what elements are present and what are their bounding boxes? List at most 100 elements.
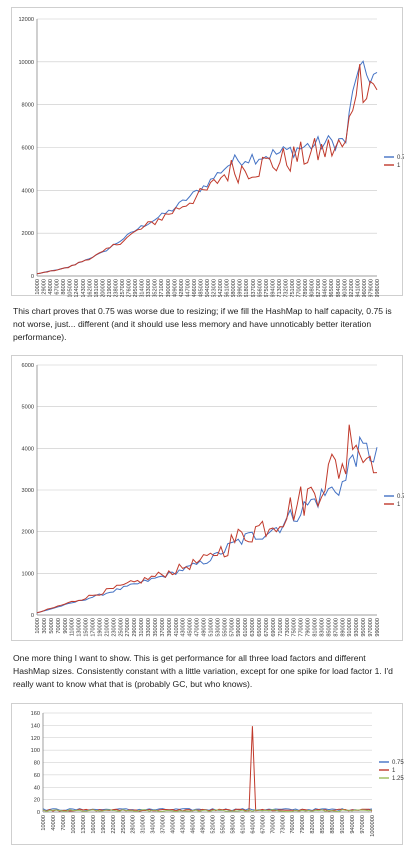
x-tick-label: 230000 bbox=[111, 618, 117, 637]
x-tick-label: 290000 bbox=[132, 618, 138, 637]
x-tick-label: 490000 bbox=[201, 815, 207, 834]
x-tick-label: 884000 bbox=[336, 279, 342, 297]
x-tick-label: 160000 bbox=[91, 815, 97, 834]
x-tick-label: 190000 bbox=[97, 618, 103, 637]
x-tick-label: 940000 bbox=[350, 815, 356, 834]
y-tick-label: 3000 bbox=[22, 488, 34, 494]
x-tick-label: 105000 bbox=[68, 279, 74, 297]
x-tick-label: 330000 bbox=[146, 618, 152, 637]
x-tick-label: 910000 bbox=[340, 815, 346, 834]
y-tick-label: 2000 bbox=[22, 231, 34, 237]
x-tick-label: 820000 bbox=[310, 815, 316, 834]
x-tick-label: 950000 bbox=[361, 618, 367, 637]
y-tick-label: 8000 bbox=[22, 103, 34, 109]
x-tick-label: 10000 bbox=[41, 815, 47, 831]
legend-label: 0.75 bbox=[392, 760, 404, 766]
x-tick-label: 130000 bbox=[81, 815, 87, 834]
x-tick-label: 880000 bbox=[330, 815, 336, 834]
legend-label: 0.75 bbox=[397, 155, 404, 161]
x-tick-label: 830000 bbox=[319, 618, 325, 637]
x-tick-label: 960000 bbox=[362, 279, 368, 297]
x-tick-label: 310000 bbox=[139, 618, 145, 637]
x-tick-label: 447000 bbox=[185, 279, 191, 297]
x-tick-label: 276000 bbox=[127, 279, 133, 297]
x-tick-label: 580000 bbox=[231, 279, 237, 297]
chart-3-svg: 0 20 40 60 80 100 120 140 160 10000 40000 70000 1000… bbox=[31, 711, 404, 837]
x-tick-label: 50000 bbox=[49, 618, 55, 634]
x-tick-label: 390000 bbox=[166, 279, 172, 297]
x-tick-label: 789000 bbox=[303, 279, 309, 297]
x-tick-label: 890000 bbox=[340, 618, 346, 637]
y-tick-label: 0 bbox=[31, 274, 34, 280]
x-tick-label: 846000 bbox=[323, 279, 329, 297]
x-tick-label: 790000 bbox=[306, 618, 312, 637]
x-tick-label: 10000 bbox=[35, 618, 41, 634]
x-tick-label: 770000 bbox=[299, 618, 305, 637]
x-tick-label: 998000 bbox=[375, 279, 381, 297]
x-tick-label: 941000 bbox=[355, 279, 361, 297]
x-tick-label: 670000 bbox=[260, 815, 266, 834]
y-tick-label: 12000 bbox=[18, 17, 34, 23]
series-line-1 bbox=[42, 726, 373, 812]
x-tick-label: 670000 bbox=[264, 618, 270, 637]
x-tick-label: 428000 bbox=[179, 279, 185, 297]
y-tick-label: 60 bbox=[34, 773, 40, 779]
legend-label: 1 bbox=[397, 163, 401, 169]
x-tick-label: 485000 bbox=[198, 279, 204, 297]
x-tick-label: 110000 bbox=[70, 618, 76, 636]
x-tick-label: 590000 bbox=[236, 618, 242, 637]
x-tick-label: 466000 bbox=[192, 279, 198, 297]
legend-label: 1 bbox=[397, 502, 401, 508]
x-tick-label: 730000 bbox=[285, 618, 291, 637]
x-tick-label: 370000 bbox=[161, 815, 167, 834]
x-tick-label: 808000 bbox=[310, 279, 316, 297]
x-tick-label: 760000 bbox=[290, 815, 296, 834]
x-tick-label: 340000 bbox=[151, 815, 157, 834]
x-tick-label: 618000 bbox=[244, 279, 250, 297]
x-tick-label: 656000 bbox=[257, 279, 263, 297]
x-tick-label: 504000 bbox=[205, 279, 211, 297]
x-tick-label: 710000 bbox=[278, 618, 284, 637]
x-tick-label: 190000 bbox=[101, 815, 107, 834]
series-line-1-25 bbox=[42, 809, 373, 813]
x-tick-label: 637000 bbox=[251, 279, 257, 297]
x-tick-label: 1000000 bbox=[370, 815, 376, 837]
x-tick-label: 979000 bbox=[368, 279, 374, 297]
x-tick-label: 470000 bbox=[195, 618, 201, 637]
x-tick-label: 630000 bbox=[250, 618, 256, 637]
x-tick-label: 870000 bbox=[333, 618, 339, 637]
x-tick-label: 530000 bbox=[215, 618, 221, 637]
chart-2-svg: 0 1000 2000 3000 4000 5000 6000 10000 30000 50000… bbox=[22, 363, 404, 637]
x-tick-label: 640000 bbox=[250, 815, 256, 834]
x-tick-label: 100000 bbox=[71, 815, 77, 834]
x-tick-label: 170000 bbox=[91, 618, 97, 637]
y-tick-label: 6000 bbox=[22, 363, 34, 369]
x-tick-label: 219000 bbox=[107, 279, 113, 297]
chart-1: 0 2000 4000 6000 8000 10000 12000 10000 29000 480… bbox=[11, 7, 404, 297]
y-tick-label: 2000 bbox=[22, 530, 34, 536]
x-tick-label: 700000 bbox=[270, 815, 276, 834]
x-tick-label: 29000 bbox=[42, 279, 48, 295]
legend-label: 1 bbox=[392, 768, 396, 774]
x-tick-label: 10000 bbox=[35, 279, 41, 295]
x-tick-label: 130000 bbox=[77, 618, 83, 637]
x-tick-label: 200000 bbox=[100, 279, 106, 297]
x-tick-label: 70000 bbox=[56, 618, 62, 634]
x-tick-label: 430000 bbox=[181, 815, 187, 834]
x-tick-label: 314000 bbox=[140, 279, 146, 297]
y-tick-label: 40 bbox=[34, 785, 40, 791]
x-tick-label: 400000 bbox=[171, 815, 177, 834]
y-tick-label: 4000 bbox=[22, 446, 34, 452]
x-tick-label: 675000 bbox=[264, 279, 270, 297]
x-tick-label: 810000 bbox=[313, 618, 319, 637]
x-tick-label: 30000 bbox=[42, 618, 48, 634]
x-tick-label: 922000 bbox=[349, 279, 355, 297]
x-tick-label: 732000 bbox=[283, 279, 289, 297]
paragraph-2: One more thing I want to show. This is g… bbox=[13, 653, 393, 689]
y-tick-label: 1000 bbox=[22, 571, 34, 577]
x-tick-label: 250000 bbox=[118, 618, 124, 637]
paragraph-1: This chart proves that 0.75 was worse du… bbox=[13, 306, 392, 342]
x-tick-label: 409000 bbox=[172, 279, 178, 297]
x-tick-label: 520000 bbox=[210, 815, 216, 834]
x-tick-label: 690000 bbox=[271, 618, 277, 637]
